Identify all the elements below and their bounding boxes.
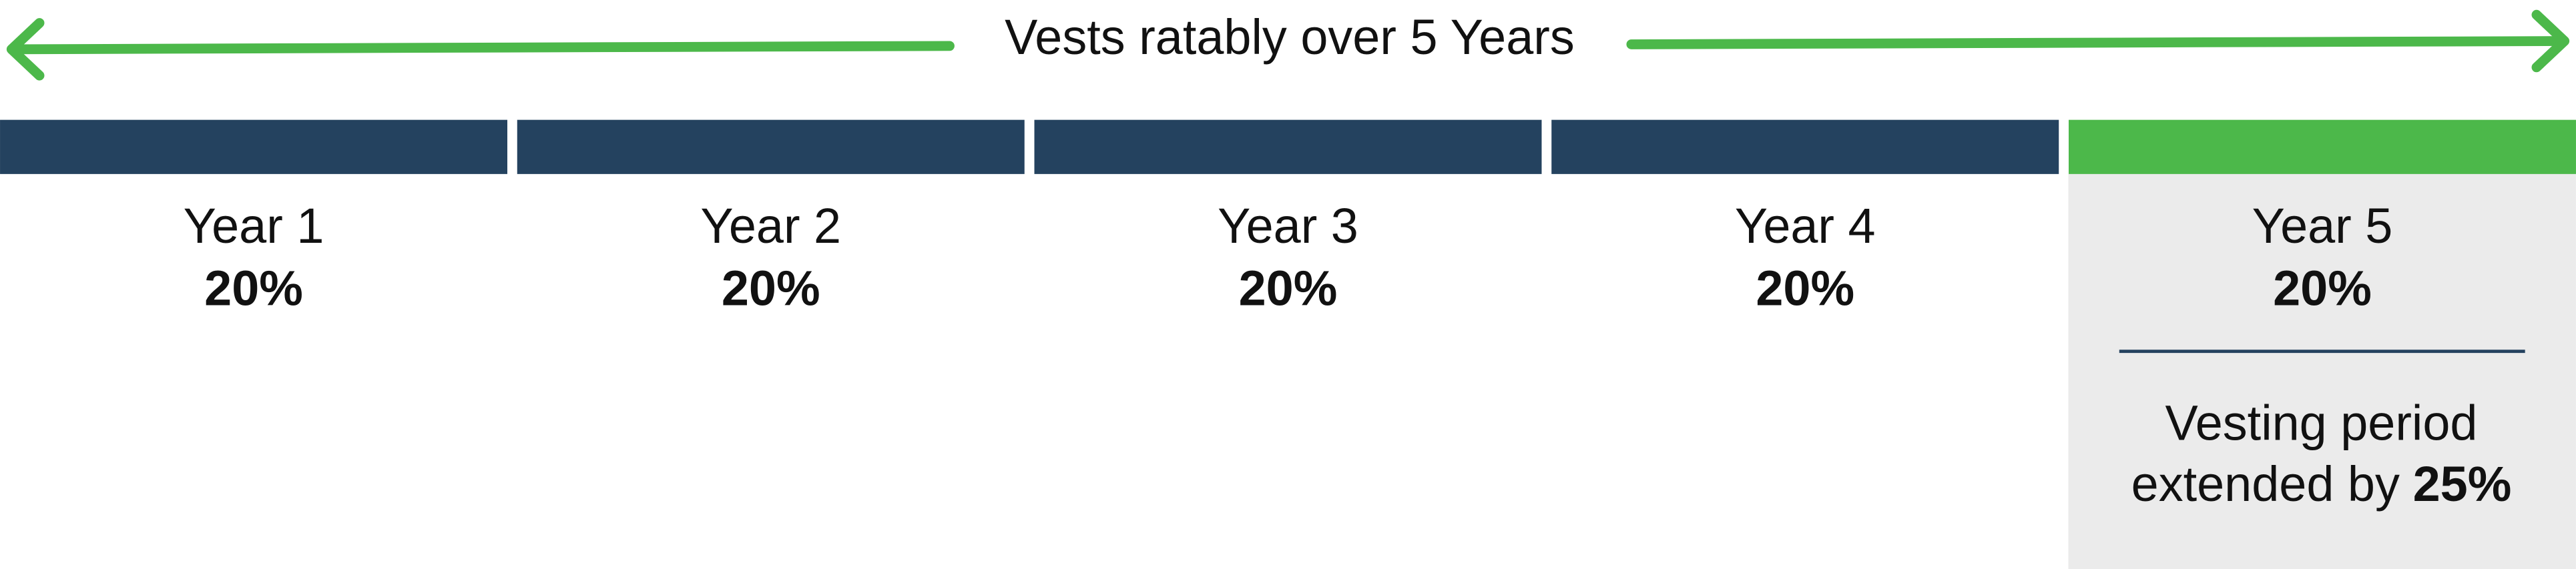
year-percent: 20% bbox=[2273, 261, 2372, 316]
note-emphasis: 25% bbox=[2413, 456, 2512, 511]
header-title: Vests ratably over 5 Years bbox=[1005, 9, 1575, 65]
highlight-panel bbox=[2068, 173, 2576, 569]
year-percent: 20% bbox=[722, 261, 820, 316]
arrow-line-right bbox=[1626, 36, 2568, 49]
timeline-arrow bbox=[6, 9, 2570, 81]
year-label: Year 2 bbox=[700, 198, 841, 253]
year-bar bbox=[1551, 119, 2059, 174]
note-line2: extended by 25% bbox=[2131, 456, 2512, 511]
arrow-line-left bbox=[8, 41, 955, 55]
year-percent: 20% bbox=[1756, 261, 1854, 316]
year-bar bbox=[2068, 119, 2576, 174]
year-columns: Year 1 20% Year 2 20% Year 3 20% Year 4 20% Year… bbox=[0, 119, 2576, 316]
year-label: Year 3 bbox=[1218, 198, 1358, 253]
year-label: Year 4 bbox=[1735, 198, 1876, 253]
year-percent: 20% bbox=[1239, 261, 1338, 316]
arrow-head-left bbox=[6, 18, 45, 81]
note-line1: Vesting period bbox=[2165, 395, 2478, 450]
note-text: extended by bbox=[2131, 456, 2400, 511]
year-label: Year 5 bbox=[2252, 198, 2393, 253]
year-bar bbox=[0, 119, 508, 174]
year-bar bbox=[517, 119, 1025, 174]
arrow-head-right bbox=[2531, 9, 2570, 73]
year-label: Year 1 bbox=[184, 198, 324, 253]
year-bar bbox=[1034, 119, 1542, 174]
year-percent: 20% bbox=[204, 261, 303, 316]
